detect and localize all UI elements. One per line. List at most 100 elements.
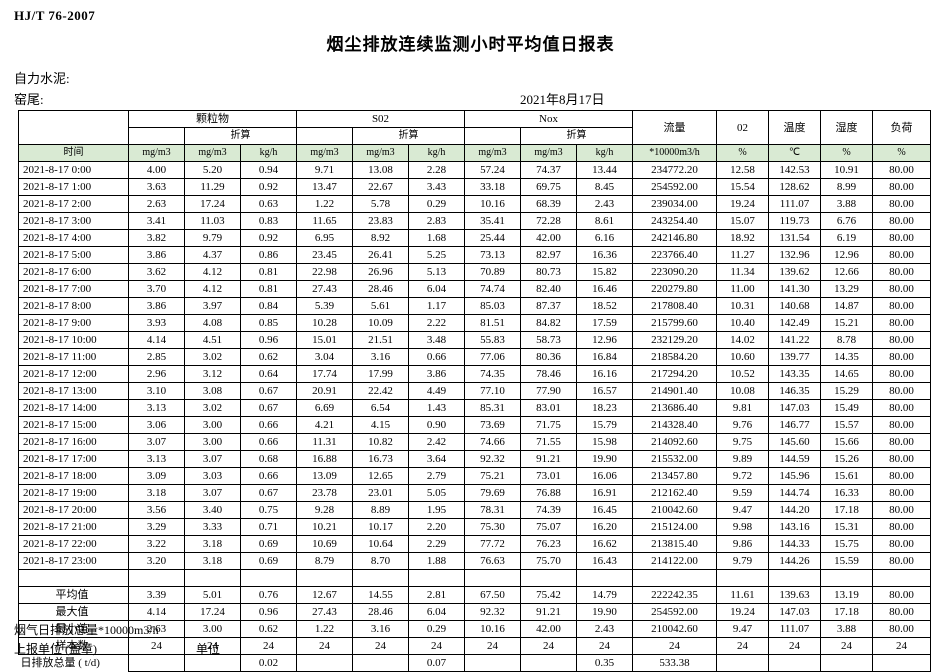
cell-nox-1: 74.39	[520, 501, 577, 519]
cell-so2-0: 15.01	[296, 331, 353, 349]
daily-total-row: 日排放总量 ( t/d) 0.02 0.07 0.35 533.38	[19, 654, 931, 672]
cell-pm-2: 0.92	[240, 229, 297, 247]
cell-temperature: 145.96	[768, 467, 821, 485]
cell-flow: 223090.20	[632, 263, 717, 281]
cell-so2-2: 1.88	[408, 552, 465, 570]
cell-so2-1: 10.82	[352, 433, 409, 451]
cell-daily-total-flow: 533.38	[632, 654, 717, 672]
cell-load: 80.00	[872, 416, 931, 434]
cell-so2-1: 6.54	[352, 399, 409, 417]
cell-summary-nox-0: 67.50	[464, 586, 521, 604]
cell-o2: 11.00	[716, 280, 769, 298]
cell-nox-0: 92.32	[464, 450, 521, 468]
cell-so2-0: 22.98	[296, 263, 353, 281]
cell-time: 2021-8-17 8:00	[18, 297, 129, 315]
table-row: 2021-8-17 8:00 3.86 3.97 0.84 5.39 5.61 1.17 85…	[18, 297, 931, 315]
cell-summary-humidity: 3.88	[820, 620, 873, 638]
cell-temperature: 144.26	[768, 552, 821, 570]
cell-nox-0: 57.24	[464, 161, 521, 179]
cell-summary-nox-0: 24	[464, 637, 521, 655]
cell-load: 80.00	[872, 552, 931, 570]
cell-pm-2: 0.63	[240, 195, 297, 213]
table-row: 2021-8-17 7:00 3.70 4.12 0.81 27.43 28.46 6.04…	[18, 280, 931, 298]
cell-summary-so2-2: 0.29	[408, 620, 465, 638]
cell-so2-2: 4.49	[408, 382, 465, 400]
spacer-cell	[632, 569, 717, 587]
cell-pm-1: 5.20	[184, 161, 241, 179]
cell-summary-flow: 210042.60	[632, 620, 717, 638]
table-row: 2021-8-17 11:00 2.85 3.02 0.62 3.04 3.16 0.66 7…	[18, 348, 931, 366]
cell-so2-2: 5.05	[408, 484, 465, 502]
cell-summary-so2-1: 28.46	[352, 603, 409, 621]
cell-temperature: 139.62	[768, 263, 821, 281]
cell-temperature: 147.03	[768, 399, 821, 417]
table-header-groups: 颗粒物 S02 Nox 流量 02 温度 湿度 负荷	[18, 110, 931, 145]
cell-daily-total-nox-1	[520, 654, 577, 672]
cell-temperature: 144.33	[768, 535, 821, 553]
cell-summary-so2-1: 14.55	[352, 586, 409, 604]
cell-pm-0: 4.14	[128, 331, 185, 349]
cell-pm-1: 3.18	[184, 535, 241, 553]
cell-time: 2021-8-17 13:00	[18, 382, 129, 400]
cell-nox-1: 42.00	[520, 229, 577, 247]
unit-nox-1: mg/m3	[520, 144, 577, 162]
cell-nox-0: 25.44	[464, 229, 521, 247]
table-row: 2021-8-17 18:00 3.09 3.03 0.66 13.09 12.65 2.7…	[18, 467, 931, 485]
cell-pm-2: 0.92	[240, 178, 297, 196]
cell-nox-1: 76.88	[520, 484, 577, 502]
cell-pm-1: 3.33	[184, 518, 241, 536]
cell-o2: 9.72	[716, 467, 769, 485]
cell-so2-2: 2.20	[408, 518, 465, 536]
cell-load: 80.00	[872, 399, 931, 417]
cell-pm-2: 0.83	[240, 212, 297, 230]
cell-summary-so2-0: 27.43	[296, 603, 353, 621]
cell-pm-0: 3.22	[128, 535, 185, 553]
cell-flow: 214328.40	[632, 416, 717, 434]
cell-so2-0: 13.09	[296, 467, 353, 485]
table-header-units: 时间 mg/m3 mg/m3 kg/h mg/m3 mg/m3 kg/h mg/…	[18, 144, 931, 162]
cell-humidity: 15.66	[820, 433, 873, 451]
cell-pm-2: 0.81	[240, 263, 297, 281]
cell-summary-nox-2: 24	[576, 637, 633, 655]
cell-humidity: 6.19	[820, 229, 873, 247]
cell-nox-2: 16.43	[576, 552, 633, 570]
cell-pm-0: 3.10	[128, 382, 185, 400]
cell-humidity: 15.21	[820, 314, 873, 332]
cell-so2-1: 12.65	[352, 467, 409, 485]
cell-so2-2: 1.95	[408, 501, 465, 519]
cell-summary-pm-0: 4.14	[128, 603, 185, 621]
cell-pm-2: 0.69	[240, 535, 297, 553]
cell-load: 80.00	[872, 484, 931, 502]
cell-so2-2: 5.25	[408, 246, 465, 264]
spacer-cell	[576, 569, 633, 587]
cell-nox-1: 69.75	[520, 178, 577, 196]
spacer-cell	[240, 569, 297, 587]
cell-flow: 217294.20	[632, 365, 717, 383]
table-row: 2021-8-17 19:00 3.18 3.07 0.67 23.78 23.01 5.0…	[18, 484, 931, 502]
cell-summary-pm-1: 5.01	[184, 586, 241, 604]
table-row: 2021-8-17 12:00 2.96 3.12 0.64 17.74 17.99 3.8…	[18, 365, 931, 383]
cell-pm-1: 3.40	[184, 501, 241, 519]
page-title: 烟尘排放连续监测小时平均值日报表	[326, 35, 615, 54]
cell-time: 2021-8-17 12:00	[18, 365, 129, 383]
cell-daily-total-load	[872, 654, 931, 672]
cell-o2: 15.54	[716, 178, 769, 196]
cell-pm-0: 4.00	[128, 161, 185, 179]
table-row: 2021-8-17 2:00 2.63 17.24 0.63 1.22 5.78 0.29 1…	[18, 195, 931, 213]
stack-name: 窑尾:	[14, 92, 44, 107]
cell-load: 80.00	[872, 433, 931, 451]
cell-so2-0: 20.91	[296, 382, 353, 400]
cell-summary-nox-1: 42.00	[520, 620, 577, 638]
cell-so2-2: 5.13	[408, 263, 465, 281]
cell-nox-2: 16.57	[576, 382, 633, 400]
cell-so2-1: 26.41	[352, 246, 409, 264]
cell-so2-2: 3.48	[408, 331, 465, 349]
cell-so2-0: 27.43	[296, 280, 353, 298]
cell-pm-0: 3.09	[128, 467, 185, 485]
cell-flow: 220279.80	[632, 280, 717, 298]
cell-summary-pm-2: 0.76	[240, 586, 297, 604]
cell-nox-0: 85.03	[464, 297, 521, 315]
cell-so2-0: 6.95	[296, 229, 353, 247]
cell-temperature: 141.22	[768, 331, 821, 349]
cell-nox-1: 58.73	[520, 331, 577, 349]
